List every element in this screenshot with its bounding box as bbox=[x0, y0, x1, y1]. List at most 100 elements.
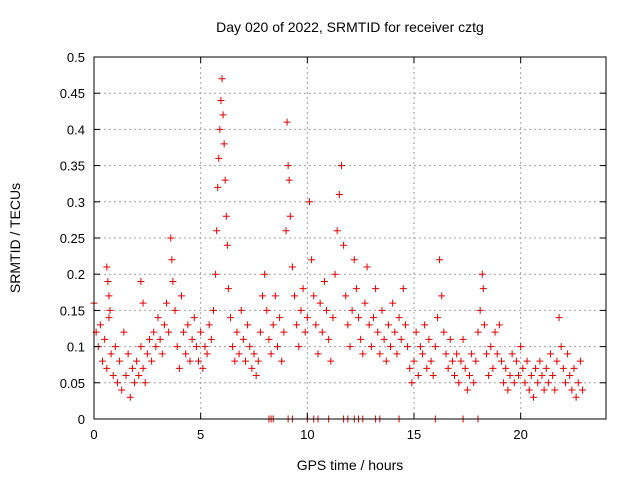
data-point bbox=[323, 306, 331, 314]
data-point bbox=[401, 321, 409, 329]
data-point bbox=[559, 364, 567, 372]
data-point bbox=[301, 328, 309, 336]
data-point bbox=[438, 292, 446, 300]
data-point bbox=[527, 372, 535, 380]
data-point bbox=[263, 306, 271, 314]
x-tick-label: 20 bbox=[513, 427, 527, 442]
data-point bbox=[459, 335, 467, 343]
data-point bbox=[517, 343, 525, 351]
data-point bbox=[222, 212, 230, 220]
data-point bbox=[504, 386, 512, 394]
data-point bbox=[472, 357, 480, 365]
data-point bbox=[485, 372, 493, 380]
data-point bbox=[461, 364, 469, 372]
data-point bbox=[297, 306, 305, 314]
data-point bbox=[574, 379, 582, 387]
data-point bbox=[451, 372, 459, 380]
x-tick-label: 15 bbox=[407, 427, 421, 442]
data-point bbox=[549, 372, 557, 380]
data-point bbox=[276, 314, 284, 322]
data-point bbox=[470, 379, 478, 387]
data-point bbox=[186, 357, 194, 365]
data-point bbox=[265, 335, 273, 343]
x-tick-label: 10 bbox=[300, 427, 314, 442]
y-tick-label: 0.3 bbox=[67, 195, 85, 210]
data-point bbox=[305, 198, 313, 206]
data-point bbox=[223, 241, 231, 249]
data-point bbox=[355, 314, 363, 322]
data-point bbox=[293, 321, 301, 329]
data-point bbox=[357, 335, 365, 343]
data-point bbox=[246, 343, 254, 351]
data-point bbox=[564, 350, 572, 358]
data-point bbox=[335, 191, 343, 199]
data-point bbox=[352, 285, 360, 293]
data-point bbox=[372, 285, 380, 293]
data-point bbox=[412, 328, 420, 336]
data-point bbox=[184, 321, 192, 329]
data-point bbox=[318, 328, 326, 336]
data-point bbox=[111, 343, 119, 351]
data-point bbox=[408, 379, 416, 387]
data-point bbox=[376, 350, 384, 358]
data-point bbox=[214, 183, 222, 191]
data-point bbox=[177, 292, 185, 300]
data-point bbox=[131, 379, 139, 387]
data-point bbox=[295, 343, 303, 351]
chart-title: Day 020 of 2022, SRMTID for receiver czt… bbox=[216, 19, 484, 35]
data-point bbox=[448, 357, 456, 365]
data-point bbox=[175, 364, 183, 372]
data-point bbox=[143, 350, 151, 358]
y-tick-label: 0.05 bbox=[60, 376, 85, 391]
data-point bbox=[369, 314, 377, 322]
data-point bbox=[579, 386, 587, 394]
data-point bbox=[137, 343, 145, 351]
data-point bbox=[124, 350, 132, 358]
data-point bbox=[256, 328, 264, 336]
data-point bbox=[217, 96, 225, 104]
data-point bbox=[122, 372, 130, 380]
data-point bbox=[566, 372, 574, 380]
data-point bbox=[233, 328, 241, 336]
data-point bbox=[374, 328, 382, 336]
data-point bbox=[137, 277, 145, 285]
data-point bbox=[101, 335, 109, 343]
data-point bbox=[510, 379, 518, 387]
data-point bbox=[327, 357, 335, 365]
data-point bbox=[491, 328, 499, 336]
data-point bbox=[442, 350, 450, 358]
tick-labels: 0 5 10 15 20 0 0.05 0.1 0.15 0.2 0.25 0.3 0.35 0.4 0.4… bbox=[60, 50, 528, 442]
data-point bbox=[203, 350, 211, 358]
data-point bbox=[231, 357, 239, 365]
data-point bbox=[474, 328, 482, 336]
data-point bbox=[180, 328, 188, 336]
data-point bbox=[483, 350, 491, 358]
data-point bbox=[150, 328, 158, 336]
data-point bbox=[414, 372, 422, 380]
data-point bbox=[160, 321, 168, 329]
data-point bbox=[219, 111, 227, 119]
data-point bbox=[542, 364, 550, 372]
data-point bbox=[476, 306, 484, 314]
data-point bbox=[387, 343, 395, 351]
data-point bbox=[325, 335, 333, 343]
data-point bbox=[109, 372, 117, 380]
data-point bbox=[493, 350, 501, 358]
data-point bbox=[283, 118, 291, 126]
data-point bbox=[431, 343, 439, 351]
data-point bbox=[515, 372, 523, 380]
data-point bbox=[320, 277, 328, 285]
data-point bbox=[213, 227, 221, 235]
data-point bbox=[199, 364, 207, 372]
data-point bbox=[502, 364, 510, 372]
data-point bbox=[291, 292, 299, 300]
data-point bbox=[487, 343, 495, 351]
y-tick-label: 0.1 bbox=[67, 340, 85, 355]
data-point bbox=[133, 357, 141, 365]
data-point bbox=[190, 314, 198, 322]
data-point bbox=[104, 277, 112, 285]
data-point bbox=[212, 270, 220, 278]
data-point bbox=[250, 350, 258, 358]
data-point bbox=[299, 285, 307, 293]
data-point bbox=[544, 379, 552, 387]
